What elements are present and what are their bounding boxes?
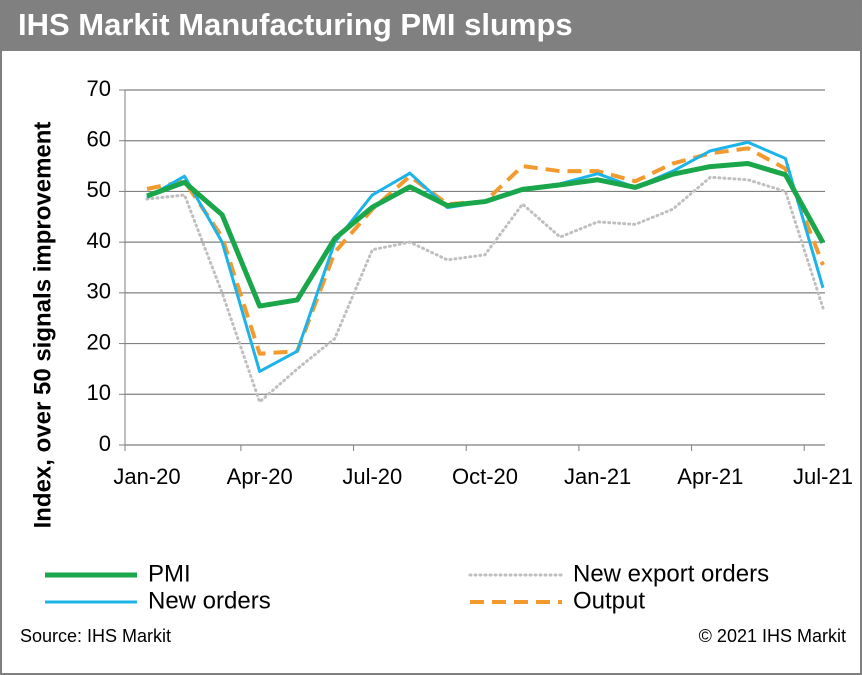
y-tick-label: 0 xyxy=(99,431,111,456)
y-tick-label: 10 xyxy=(87,380,111,405)
data-line xyxy=(145,175,825,404)
y-tick-label: 30 xyxy=(87,279,111,304)
x-tick-label: Oct-20 xyxy=(452,464,518,489)
x-tick-label: Jul-21 xyxy=(793,464,853,489)
y-tick-label: 50 xyxy=(87,177,111,202)
chart-title: IHS Markit Manufacturing PMI slumps xyxy=(18,7,573,42)
y-axis-label: Index, over 50 signals improvement xyxy=(29,122,56,529)
y-tick-label: 60 xyxy=(87,127,111,152)
title-bar xyxy=(1,1,861,51)
x-tick-label: Jan-21 xyxy=(564,464,631,489)
x-tick-label: Jul-20 xyxy=(342,464,402,489)
y-tick-label: 20 xyxy=(87,329,111,354)
y-tick-label: 70 xyxy=(87,76,111,101)
copyright: © 2021 IHS Markit xyxy=(699,626,846,646)
x-tick-label: Jan-20 xyxy=(113,464,180,489)
legend-label: PMI xyxy=(148,560,191,587)
data-line xyxy=(146,161,826,309)
x-tick-label: Apr-20 xyxy=(227,464,293,489)
source: Source: IHS Markit xyxy=(20,626,171,646)
legend-label: Output xyxy=(573,587,645,614)
legend-label: New orders xyxy=(148,587,271,614)
y-tick-label: 40 xyxy=(87,228,111,253)
x-tick-label: Apr-21 xyxy=(677,464,743,489)
legend-label: New export orders xyxy=(573,560,769,587)
